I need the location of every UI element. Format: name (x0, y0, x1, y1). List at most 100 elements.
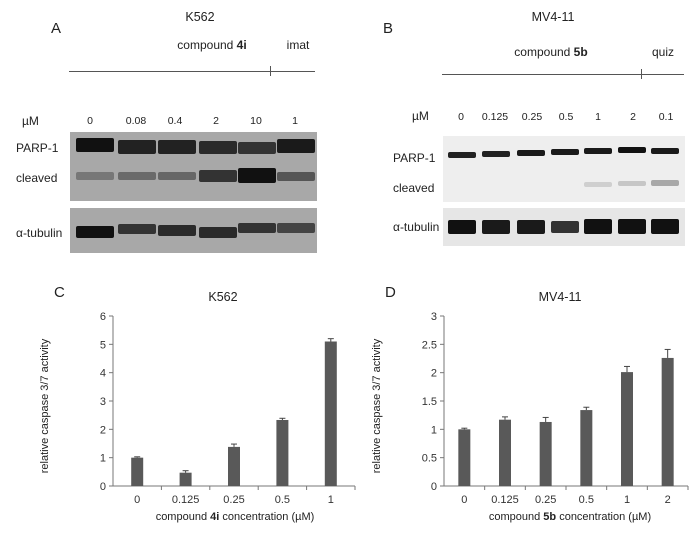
x-tick-label: 2 (665, 494, 671, 505)
panel-a-compound-label: compound 4i (147, 38, 277, 52)
blot-band (118, 140, 156, 154)
chart-d-xlabel: compound 5b concentration (µM) (440, 511, 699, 523)
panel-letter-a: A (51, 20, 62, 37)
x-tick-label: 1 (328, 494, 334, 505)
blot-band (238, 223, 276, 233)
blot-band (76, 138, 114, 152)
blot-band (277, 223, 315, 233)
blot-band (158, 225, 196, 236)
chart-c-ylabel: relative caspase 3/7 activity (39, 338, 51, 474)
conc-label: 1 (292, 115, 298, 127)
y-tick-label: 2 (431, 368, 437, 380)
bar (621, 372, 633, 486)
bar (580, 410, 593, 486)
panel-b-parp-blot (443, 136, 685, 202)
blot-band (238, 168, 276, 183)
panel-a-bracket-line (69, 71, 315, 72)
panel-b-compound-label: compound 5b (486, 45, 616, 59)
y-tick-label: 6 (100, 311, 106, 323)
panel-a-parp-label: PARP-1 (16, 141, 59, 155)
panel-a-tubulin-blot (70, 208, 317, 253)
xlabel-compound: 5b (543, 511, 557, 523)
blot-band (482, 151, 510, 157)
y-tick-label: 3 (431, 311, 437, 323)
blot-band (551, 221, 579, 233)
bar (228, 446, 240, 486)
conc-label: 0.08 (125, 115, 147, 127)
xlabel-prefix: compound (488, 511, 544, 523)
xlabel-suffix: concentration (µM) (219, 511, 315, 523)
panel-a-unit: µM (22, 114, 39, 128)
blot-band (651, 180, 679, 186)
panel-b-parp-label: PARP-1 (393, 151, 436, 165)
y-tick-label: 1 (431, 424, 437, 436)
blot-band (448, 152, 476, 158)
blot-band (76, 172, 114, 180)
y-tick-label: 5 (100, 339, 106, 351)
panel-b-bracket-divider (641, 69, 642, 79)
blot-band (158, 140, 196, 154)
panel-letter-d: D (385, 284, 396, 301)
y-tick-label: 2.5 (422, 339, 437, 351)
panel-b-tubulin-blot (443, 208, 685, 246)
blot-band (199, 141, 237, 154)
bar (131, 457, 144, 486)
conc-label: 2 (630, 111, 636, 123)
x-tick-label: 0.125 (172, 494, 200, 505)
panel-a-cell-line: K562 (185, 10, 215, 24)
x-tick-label: 0 (461, 494, 467, 505)
blot-band (118, 172, 156, 180)
bar (661, 357, 674, 486)
bar (499, 419, 511, 486)
y-tick-label: 0.5 (422, 453, 437, 465)
panel-b-unit: µM (412, 109, 429, 123)
conc-label: 10 (250, 115, 262, 127)
bar (539, 421, 552, 486)
x-tick-label: 0.5 (275, 494, 290, 505)
blot-band (199, 170, 237, 182)
compound-name: 4i (236, 38, 247, 52)
blot-band (277, 172, 315, 181)
x-tick-label: 0.25 (223, 494, 244, 505)
blot-band (482, 220, 510, 234)
x-tick-label: 0.125 (491, 494, 519, 505)
blot-band (76, 226, 114, 238)
xlabel-suffix: concentration (µM) (556, 511, 652, 523)
conc-label: 0.125 (481, 111, 509, 123)
panel-a-parp-blot (70, 132, 317, 201)
y-tick-label: 3 (100, 396, 106, 408)
y-tick-label: 1.5 (422, 396, 437, 408)
panel-letter-c: C (54, 284, 65, 301)
conc-label: 1 (595, 111, 601, 123)
panel-b-cell-line: MV4-11 (531, 10, 575, 24)
bar (324, 341, 337, 486)
panel-a-bracket-divider (270, 66, 271, 76)
chart-c-title: K562 (208, 290, 238, 304)
blot-band (158, 172, 196, 180)
xlabel-compound: 4i (210, 511, 220, 523)
blot-band (118, 224, 156, 234)
panel-a-cleaved-label: cleaved (16, 171, 58, 185)
compound-prefix: compound (177, 38, 237, 52)
blot-band (584, 182, 612, 187)
panel-letter-b: B (383, 20, 394, 37)
conc-label: 0.4 (167, 115, 183, 127)
blot-band (584, 219, 612, 234)
panel-b-cleaved-label: cleaved (393, 181, 435, 195)
blot-band (517, 220, 545, 234)
y-tick-label: 1 (100, 453, 106, 465)
bar (179, 472, 192, 486)
x-tick-label: 0.5 (579, 494, 594, 505)
y-tick-label: 0 (100, 481, 106, 493)
bar (276, 419, 289, 486)
y-tick-label: 4 (100, 368, 106, 380)
compound-name: 5b (573, 45, 588, 59)
y-tick-label: 2 (100, 424, 106, 436)
conc-label: 0.25 (521, 111, 543, 123)
blot-band (584, 148, 612, 154)
blot-band (618, 219, 646, 234)
xlabel-prefix: compound (155, 511, 211, 523)
blot-band (651, 219, 679, 234)
panel-b-bracket-line (442, 74, 684, 75)
blot-band (448, 220, 476, 234)
